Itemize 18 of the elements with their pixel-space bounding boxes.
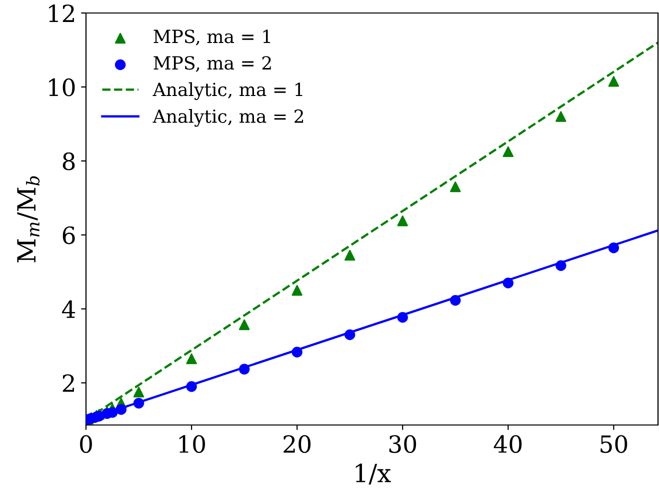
y-tick-label: 4 bbox=[62, 300, 76, 318]
x-tick-label: 20 bbox=[284, 435, 311, 453]
y-tick-label: 12 bbox=[49, 4, 74, 22]
x-tick-label: 50 bbox=[600, 435, 628, 453]
x-tick-label: 30 bbox=[389, 435, 416, 453]
legend-label: MPS, ma = 2 bbox=[154, 56, 271, 72]
y-tick-label: 2 bbox=[62, 374, 74, 392]
y-tick-label: 8 bbox=[62, 152, 75, 170]
legend-label: Analytic, ma = 1 bbox=[152, 82, 302, 100]
x-tick-label: 10 bbox=[179, 435, 205, 453]
y-tick-label: 10 bbox=[49, 78, 75, 96]
x-tick-label: 0 bbox=[80, 435, 92, 453]
x-tick-label: 40 bbox=[494, 435, 522, 453]
y-tick-label: 6 bbox=[62, 226, 75, 244]
y-axis-title: M$_{m}$/M$_{b}$ bbox=[17, 176, 40, 262]
legend-label: MPS, ma = 1 bbox=[154, 30, 270, 46]
x-axis-title: 1/x bbox=[356, 464, 391, 484]
legend-label: Analytic, ma = 2 bbox=[152, 109, 304, 127]
